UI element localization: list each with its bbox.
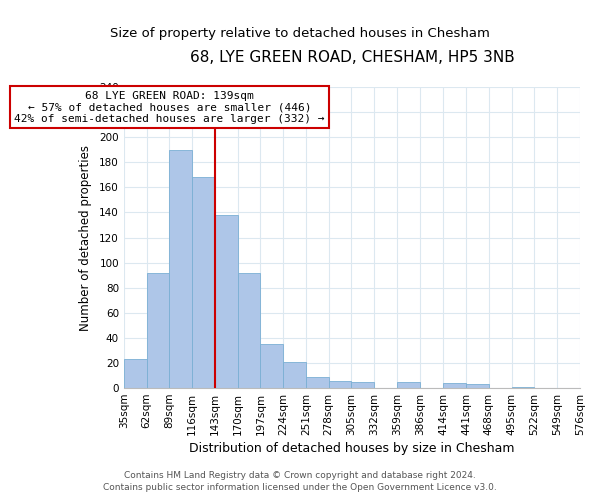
Bar bbox=[306, 377, 329, 388]
Bar bbox=[260, 344, 283, 388]
Bar bbox=[512, 387, 535, 388]
Bar bbox=[192, 178, 215, 388]
Y-axis label: Number of detached properties: Number of detached properties bbox=[79, 144, 92, 330]
Bar bbox=[329, 380, 352, 388]
Bar bbox=[397, 382, 420, 388]
Bar bbox=[169, 150, 192, 388]
Text: Size of property relative to detached houses in Chesham: Size of property relative to detached ho… bbox=[110, 28, 490, 40]
Bar bbox=[443, 383, 466, 388]
Bar bbox=[124, 359, 146, 388]
Bar bbox=[215, 215, 238, 388]
Text: Contains HM Land Registry data © Crown copyright and database right 2024.
Contai: Contains HM Land Registry data © Crown c… bbox=[103, 471, 497, 492]
Bar bbox=[466, 384, 489, 388]
Bar bbox=[146, 272, 169, 388]
Bar bbox=[238, 272, 260, 388]
Title: 68, LYE GREEN ROAD, CHESHAM, HP5 3NB: 68, LYE GREEN ROAD, CHESHAM, HP5 3NB bbox=[190, 50, 514, 65]
Bar bbox=[352, 382, 374, 388]
Text: 68 LYE GREEN ROAD: 139sqm
← 57% of detached houses are smaller (446)
42% of semi: 68 LYE GREEN ROAD: 139sqm ← 57% of detac… bbox=[14, 91, 325, 124]
X-axis label: Distribution of detached houses by size in Chesham: Distribution of detached houses by size … bbox=[189, 442, 515, 455]
Bar bbox=[283, 362, 306, 388]
